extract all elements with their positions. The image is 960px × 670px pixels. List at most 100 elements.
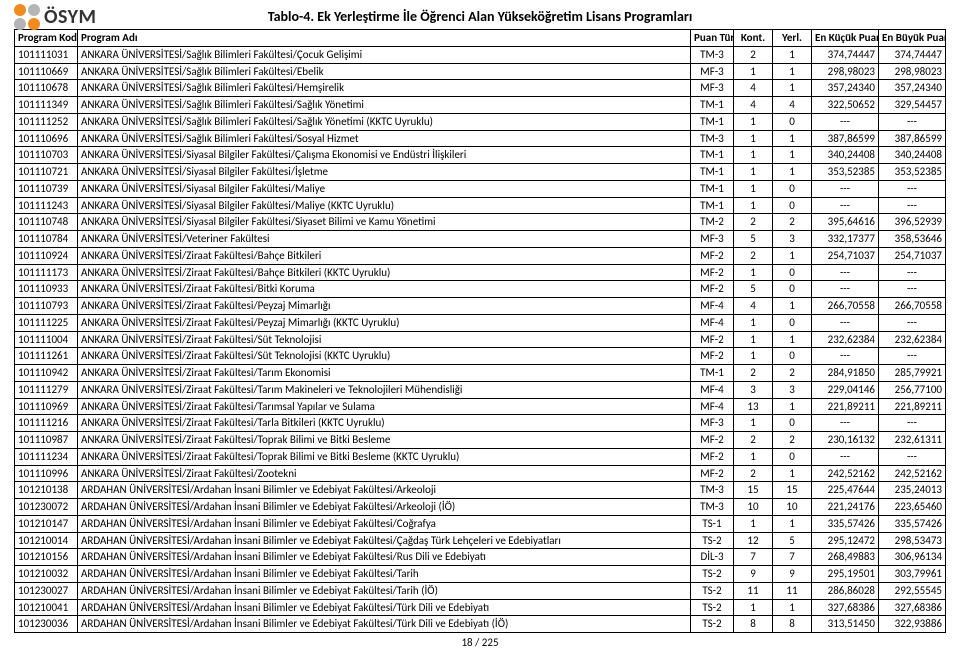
cell-kont: 4 bbox=[734, 298, 773, 315]
cell-tur: MF-2 bbox=[691, 331, 734, 348]
cell-yerl: 1 bbox=[773, 46, 812, 63]
cell-yerl: 0 bbox=[773, 448, 812, 465]
cell-min: 322,50652 bbox=[812, 97, 879, 114]
cell-kod: 101210156 bbox=[15, 549, 78, 566]
cell-kod: 101111173 bbox=[15, 264, 78, 281]
cell-kod: 101110793 bbox=[15, 298, 78, 315]
cell-max: 223,65460 bbox=[879, 499, 946, 516]
cell-tur: TM-2 bbox=[691, 214, 734, 231]
cell-kont: 8 bbox=[734, 616, 773, 633]
table-row: 101110703ANKARA ÜNİVERSİTESİ/Siyasal Bil… bbox=[15, 147, 946, 164]
cell-tur: TM-1 bbox=[691, 97, 734, 114]
page-title: Tablo-4. Ek Yerleştirme İle Öğrenci Alan… bbox=[14, 8, 946, 25]
cell-tur: TS-2 bbox=[691, 532, 734, 549]
cell-max: 254,71037 bbox=[879, 247, 946, 264]
cell-yerl: 2 bbox=[773, 432, 812, 449]
cell-yerl: 1 bbox=[773, 63, 812, 80]
programs-table: Program Kodu Program Adı Puan Türü Kont.… bbox=[14, 29, 946, 633]
cell-ad: ARDAHAN ÜNİVERSİTESİ/Ardahan İnsani Bili… bbox=[78, 482, 691, 499]
cell-min: --- bbox=[812, 180, 879, 197]
cell-tur: MF-4 bbox=[691, 398, 734, 415]
cell-min: 353,52385 bbox=[812, 164, 879, 181]
cell-ad: ANKARA ÜNİVERSİTESİ/Siyasal Bilgiler Fak… bbox=[78, 180, 691, 197]
cell-kont: 1 bbox=[734, 180, 773, 197]
table-row: 101111216ANKARA ÜNİVERSİTESİ/Ziraat Fakü… bbox=[15, 415, 946, 432]
cell-tur: MF-3 bbox=[691, 231, 734, 248]
table-row: 101110933ANKARA ÜNİVERSİTESİ/Ziraat Fakü… bbox=[15, 281, 946, 298]
cell-max: 298,53473 bbox=[879, 532, 946, 549]
cell-yerl: 1 bbox=[773, 599, 812, 616]
cell-kont: 2 bbox=[734, 465, 773, 482]
table-row: 101210014ARDAHAN ÜNİVERSİTESİ/Ardahan İn… bbox=[15, 532, 946, 549]
cell-kod: 101111261 bbox=[15, 348, 78, 365]
cell-tur: MF-2 bbox=[691, 448, 734, 465]
table-row: 101110942ANKARA ÜNİVERSİTESİ/Ziraat Fakü… bbox=[15, 365, 946, 382]
cell-ad: ARDAHAN ÜNİVERSİTESİ/Ardahan İnsani Bili… bbox=[78, 515, 691, 532]
cell-max: 327,68386 bbox=[879, 599, 946, 616]
cell-min: --- bbox=[812, 281, 879, 298]
cell-kont: 13 bbox=[734, 398, 773, 415]
page-footer: 18 / 225 bbox=[14, 636, 946, 649]
cell-min: 286,86028 bbox=[812, 582, 879, 599]
cell-kod: 101110942 bbox=[15, 365, 78, 382]
table-row: 101110996ANKARA ÜNİVERSİTESİ/Ziraat Fakü… bbox=[15, 465, 946, 482]
table-row: 101110987ANKARA ÜNİVERSİTESİ/Ziraat Fakü… bbox=[15, 432, 946, 449]
cell-ad: ARDAHAN ÜNİVERSİTESİ/Ardahan İnsani Bili… bbox=[78, 549, 691, 566]
cell-ad: ARDAHAN ÜNİVERSİTESİ/Ardahan İnsani Bili… bbox=[78, 566, 691, 583]
cell-min: 313,51450 bbox=[812, 616, 879, 633]
cell-ad: ANKARA ÜNİVERSİTESİ/Ziraat Fakültesi/Top… bbox=[78, 432, 691, 449]
cell-tur: TM-3 bbox=[691, 482, 734, 499]
cell-tur: MF-2 bbox=[691, 465, 734, 482]
cell-min: 254,71037 bbox=[812, 247, 879, 264]
cell-kont: 1 bbox=[734, 63, 773, 80]
cell-ad: ANKARA ÜNİVERSİTESİ/Ziraat Fakültesi/Zoo… bbox=[78, 465, 691, 482]
cell-max: --- bbox=[879, 348, 946, 365]
cell-ad: ARDAHAN ÜNİVERSİTESİ/Ardahan İnsani Bili… bbox=[78, 599, 691, 616]
cell-min: --- bbox=[812, 314, 879, 331]
cell-yerl: 0 bbox=[773, 314, 812, 331]
cell-kont: 1 bbox=[734, 264, 773, 281]
cell-max: 396,52939 bbox=[879, 214, 946, 231]
cell-kod: 101110696 bbox=[15, 130, 78, 147]
cell-yerl: 1 bbox=[773, 465, 812, 482]
cell-yerl: 5 bbox=[773, 532, 812, 549]
cell-ad: ANKARA ÜNİVERSİTESİ/Ziraat Fakültesi/Pey… bbox=[78, 298, 691, 315]
th-max: En Büyük Puan bbox=[879, 30, 946, 47]
cell-kont: 1 bbox=[734, 147, 773, 164]
th-ad: Program Adı bbox=[78, 30, 691, 47]
cell-kod: 101110703 bbox=[15, 147, 78, 164]
cell-kod: 101110748 bbox=[15, 214, 78, 231]
cell-tur: MF-4 bbox=[691, 298, 734, 315]
cell-kont: 10 bbox=[734, 499, 773, 516]
cell-min: --- bbox=[812, 348, 879, 365]
cell-ad: ANKARA ÜNİVERSİTESİ/Ziraat Fakültesi/Tar… bbox=[78, 398, 691, 415]
table-row: 101210156ARDAHAN ÜNİVERSİTESİ/Ardahan İn… bbox=[15, 549, 946, 566]
cell-tur: MF-2 bbox=[691, 264, 734, 281]
cell-ad: ANKARA ÜNİVERSİTESİ/Ziraat Fakültesi/Bah… bbox=[78, 247, 691, 264]
table-row: 101111252ANKARA ÜNİVERSİTESİ/Sağlık Bili… bbox=[15, 113, 946, 130]
cell-min: 229,04146 bbox=[812, 381, 879, 398]
cell-max: --- bbox=[879, 281, 946, 298]
cell-max: --- bbox=[879, 180, 946, 197]
cell-kont: 2 bbox=[734, 365, 773, 382]
cell-tur: MF-3 bbox=[691, 80, 734, 97]
cell-kont: 12 bbox=[734, 532, 773, 549]
table-row: 101111225ANKARA ÜNİVERSİTESİ/Ziraat Fakü… bbox=[15, 314, 946, 331]
table-row: 101230036ARDAHAN ÜNİVERSİTESİ/Ardahan İn… bbox=[15, 616, 946, 633]
cell-tur: TS-1 bbox=[691, 515, 734, 532]
cell-max: 221,89211 bbox=[879, 398, 946, 415]
cell-ad: ANKARA ÜNİVERSİTESİ/Ziraat Fakültesi/Bah… bbox=[78, 264, 691, 281]
cell-kod: 101110933 bbox=[15, 281, 78, 298]
cell-tur: TM-3 bbox=[691, 130, 734, 147]
cell-min: 298,98023 bbox=[812, 63, 879, 80]
cell-kod: 101111252 bbox=[15, 113, 78, 130]
cell-kod: 101110669 bbox=[15, 63, 78, 80]
cell-ad: ANKARA ÜNİVERSİTESİ/Sağlık Bilimleri Fak… bbox=[78, 130, 691, 147]
cell-ad: ANKARA ÜNİVERSİTESİ/Sağlık Bilimleri Fak… bbox=[78, 46, 691, 63]
cell-min: 327,68386 bbox=[812, 599, 879, 616]
cell-kod: 101230036 bbox=[15, 616, 78, 633]
table-row: 101230072ARDAHAN ÜNİVERSİTESİ/Ardahan İn… bbox=[15, 499, 946, 516]
table-row: 101111004ANKARA ÜNİVERSİTESİ/Ziraat Fakü… bbox=[15, 331, 946, 348]
cell-max: --- bbox=[879, 113, 946, 130]
cell-yerl: 4 bbox=[773, 97, 812, 114]
